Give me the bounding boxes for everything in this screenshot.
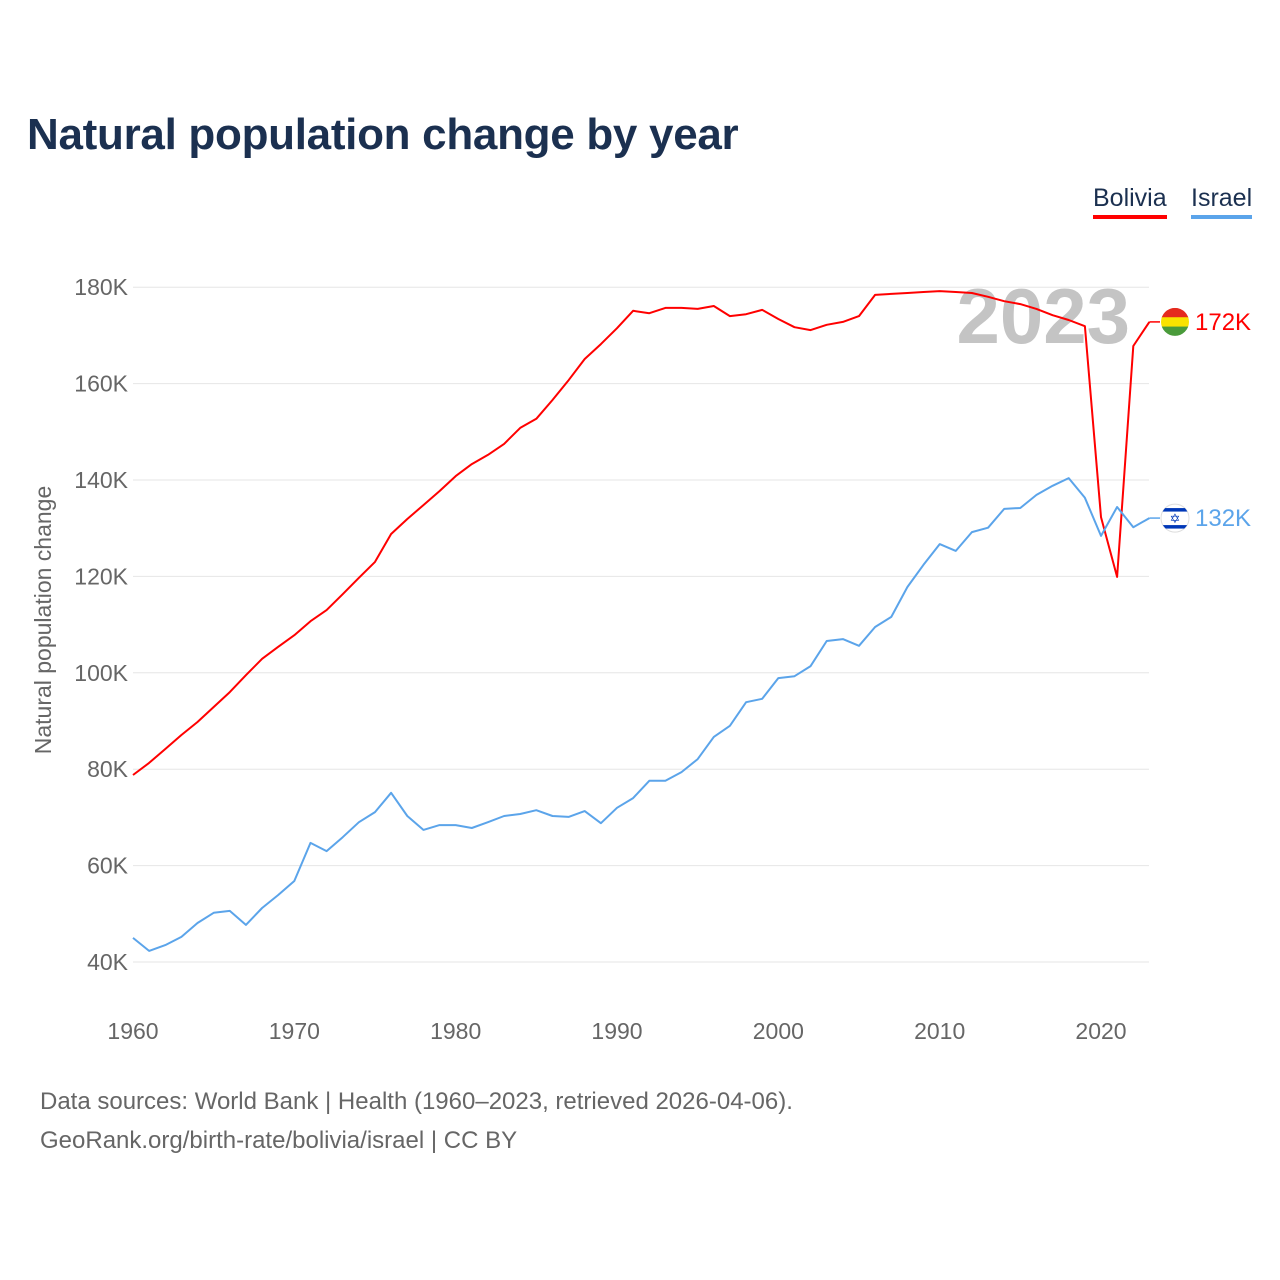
- year-watermark: 2023: [956, 272, 1130, 360]
- y-tick-label: 180K: [74, 274, 128, 300]
- x-tick-label: 2010: [914, 1018, 965, 1044]
- y-tick-label: 60K: [87, 853, 129, 879]
- x-tick-label: 1990: [591, 1018, 642, 1044]
- y-tick-label: 160K: [74, 371, 128, 397]
- israel-flag-icon: ✡: [1160, 503, 1190, 533]
- bolivia-flag-icon: [1161, 307, 1189, 336]
- series-line-bolivia: [132, 290, 1151, 776]
- x-tick-label: 1970: [269, 1018, 320, 1044]
- x-tick-label: 2020: [1075, 1018, 1126, 1044]
- y-tick-label: 120K: [74, 563, 128, 589]
- x-tick-label: 1980: [430, 1018, 481, 1044]
- footer-attribution: GeoRank.org/birth-rate/bolivia/israel | …: [40, 1127, 518, 1154]
- y-tick-label: 100K: [74, 660, 128, 686]
- x-tick-label: 2000: [753, 1018, 804, 1044]
- end-value-label: 172K: [1195, 309, 1251, 336]
- legend-item-israel[interactable]: Israel: [1191, 184, 1253, 219]
- footer-sources: Data sources: World Bank | Health (1960–…: [40, 1088, 793, 1115]
- x-tick-label: 1960: [107, 1018, 158, 1044]
- y-tick-label: 40K: [87, 949, 129, 975]
- y-tick-label: 140K: [74, 467, 128, 493]
- legend-item-bolivia[interactable]: Bolivia: [1093, 184, 1167, 219]
- series-line-israel: [132, 477, 1150, 952]
- end-value-label: 132K: [1195, 505, 1251, 532]
- chart-title: Natural population change by year: [27, 110, 739, 159]
- y-tick-label: 80K: [87, 756, 129, 782]
- y-axis-label: Natural population change: [30, 486, 56, 755]
- svg-text:✡: ✡: [1170, 512, 1181, 527]
